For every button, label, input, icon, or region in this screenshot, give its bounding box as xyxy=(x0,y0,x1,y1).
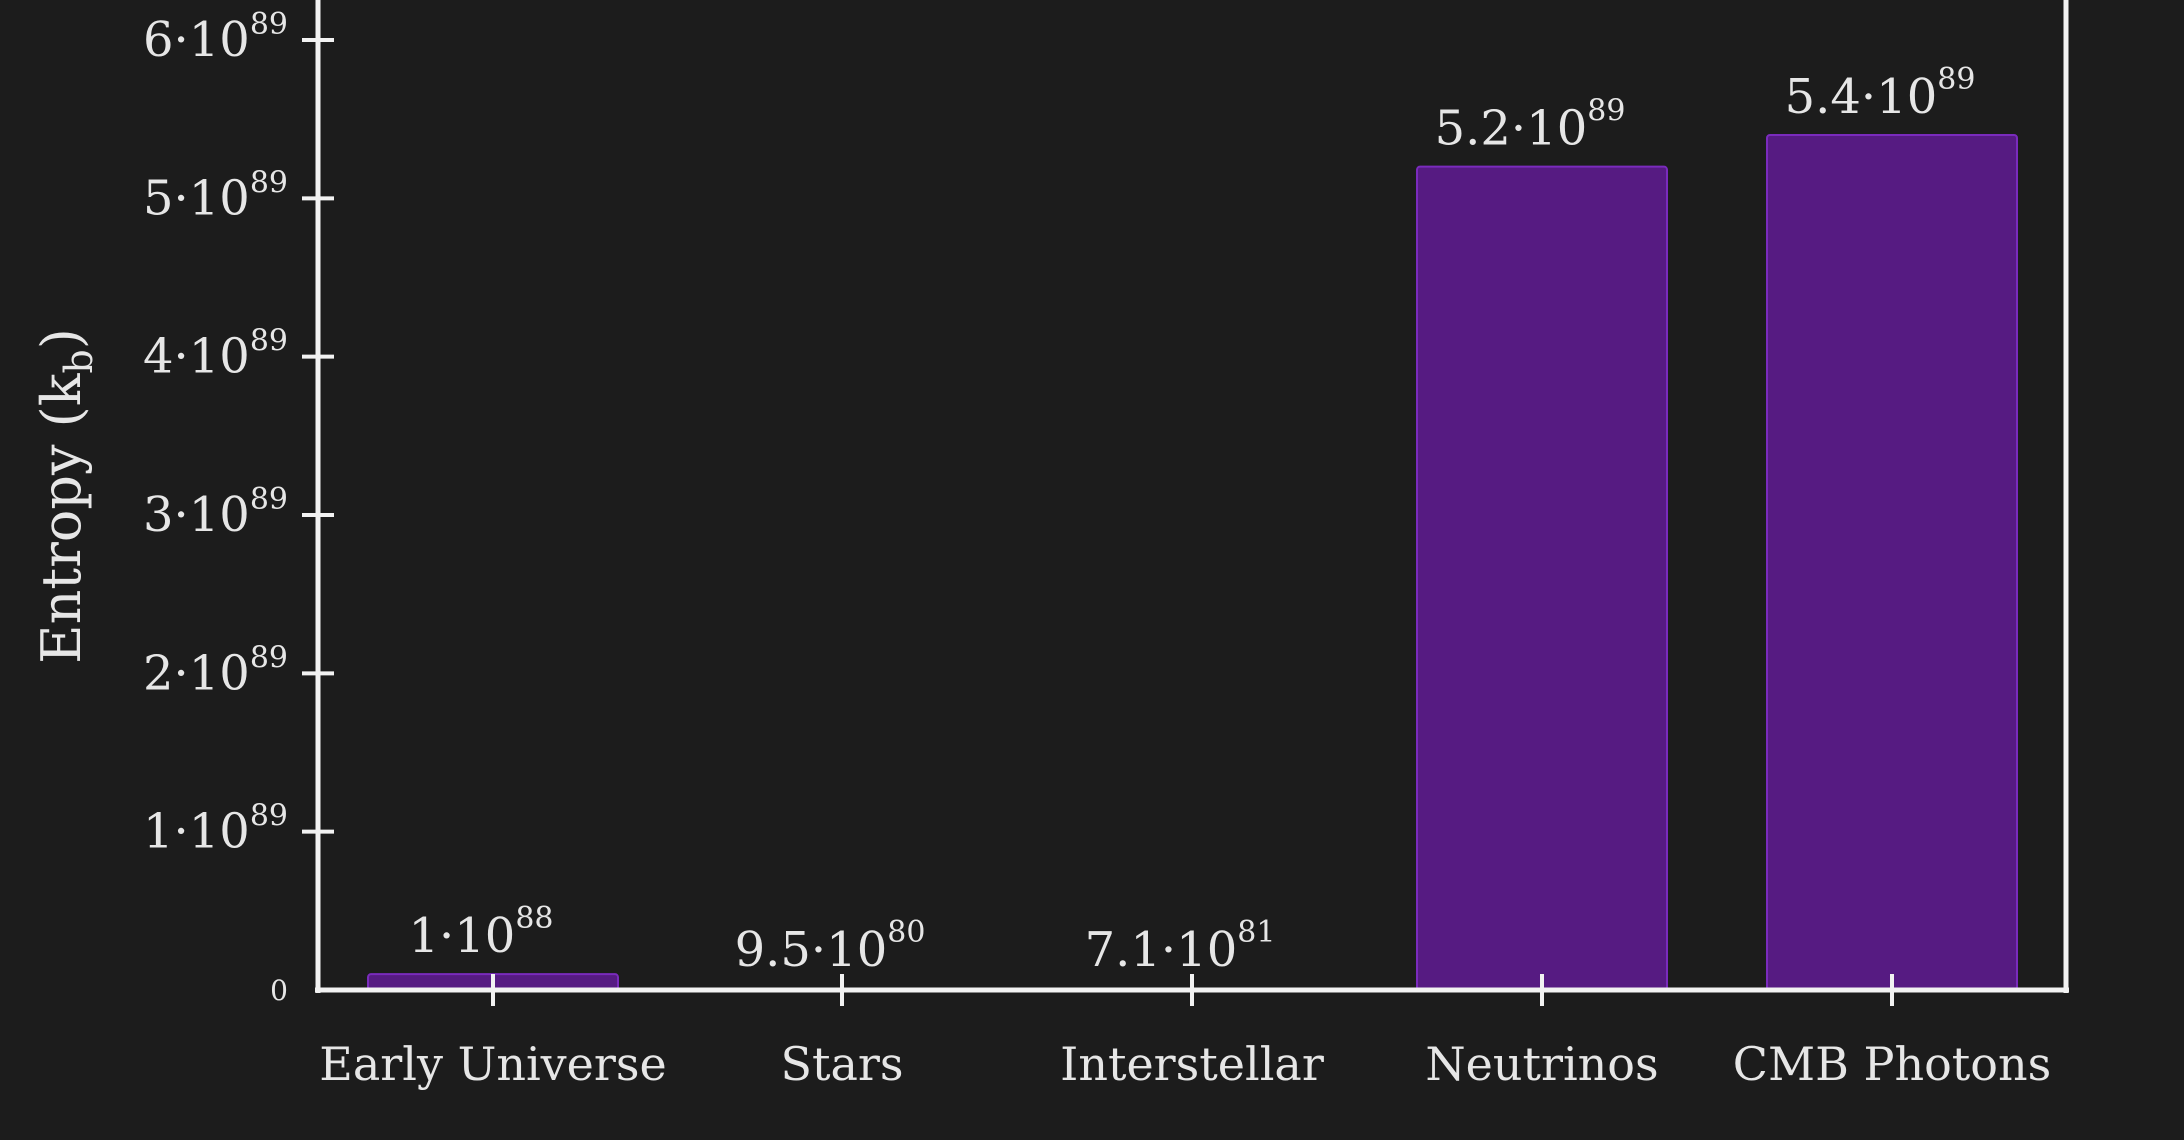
value-label: 5.2·1089 xyxy=(1435,94,1626,157)
y-tick-label: 4·1089 xyxy=(143,324,288,385)
y-axis-label: Entropy (kb) xyxy=(30,328,101,664)
y-tick-label: 5·1089 xyxy=(143,165,288,226)
bar-cmb-photons xyxy=(1766,134,2018,991)
y-axis-label-close: ) xyxy=(30,328,93,349)
bar-neutrinos xyxy=(1416,165,1668,991)
x-tick-label: Neutrinos xyxy=(1425,1037,1658,1091)
y-ticks-group: 0 1·1089 2·1089 3·1089 4·1089 5·1089 6·1089 xyxy=(143,7,334,1007)
value-label: 7.1·1081 xyxy=(1085,915,1276,978)
bars-group xyxy=(367,134,2018,992)
x-tick-label: Interstellar xyxy=(1060,1037,1324,1091)
y-tick-label: 6·1089 xyxy=(143,7,288,68)
x-tick-label: Early Universe xyxy=(319,1037,666,1091)
y-tick-label: 0 xyxy=(270,974,288,1007)
x-tick-label: Stars xyxy=(780,1037,903,1091)
y-tick-label: 2·1089 xyxy=(143,640,288,701)
y-axis-label-main: Entropy (k xyxy=(30,372,93,664)
value-label: 1·1088 xyxy=(408,901,553,964)
value-label: 9.5·1080 xyxy=(735,915,926,978)
y-tick-label: 1·1089 xyxy=(143,799,288,860)
x-ticks-group: Early Universe Stars Interstellar Neutrinos… xyxy=(319,974,2051,1091)
value-label: 5.4·1089 xyxy=(1785,62,1976,125)
y-tick-label: 3·1089 xyxy=(143,482,288,543)
value-labels-group: 1·1088 9.5·1080 7.1·1081 5.2·1089 5.4·1089 xyxy=(408,62,1975,978)
x-tick-label: CMB Photons xyxy=(1733,1037,2051,1091)
y-axis-label-subscript: b xyxy=(57,349,101,373)
